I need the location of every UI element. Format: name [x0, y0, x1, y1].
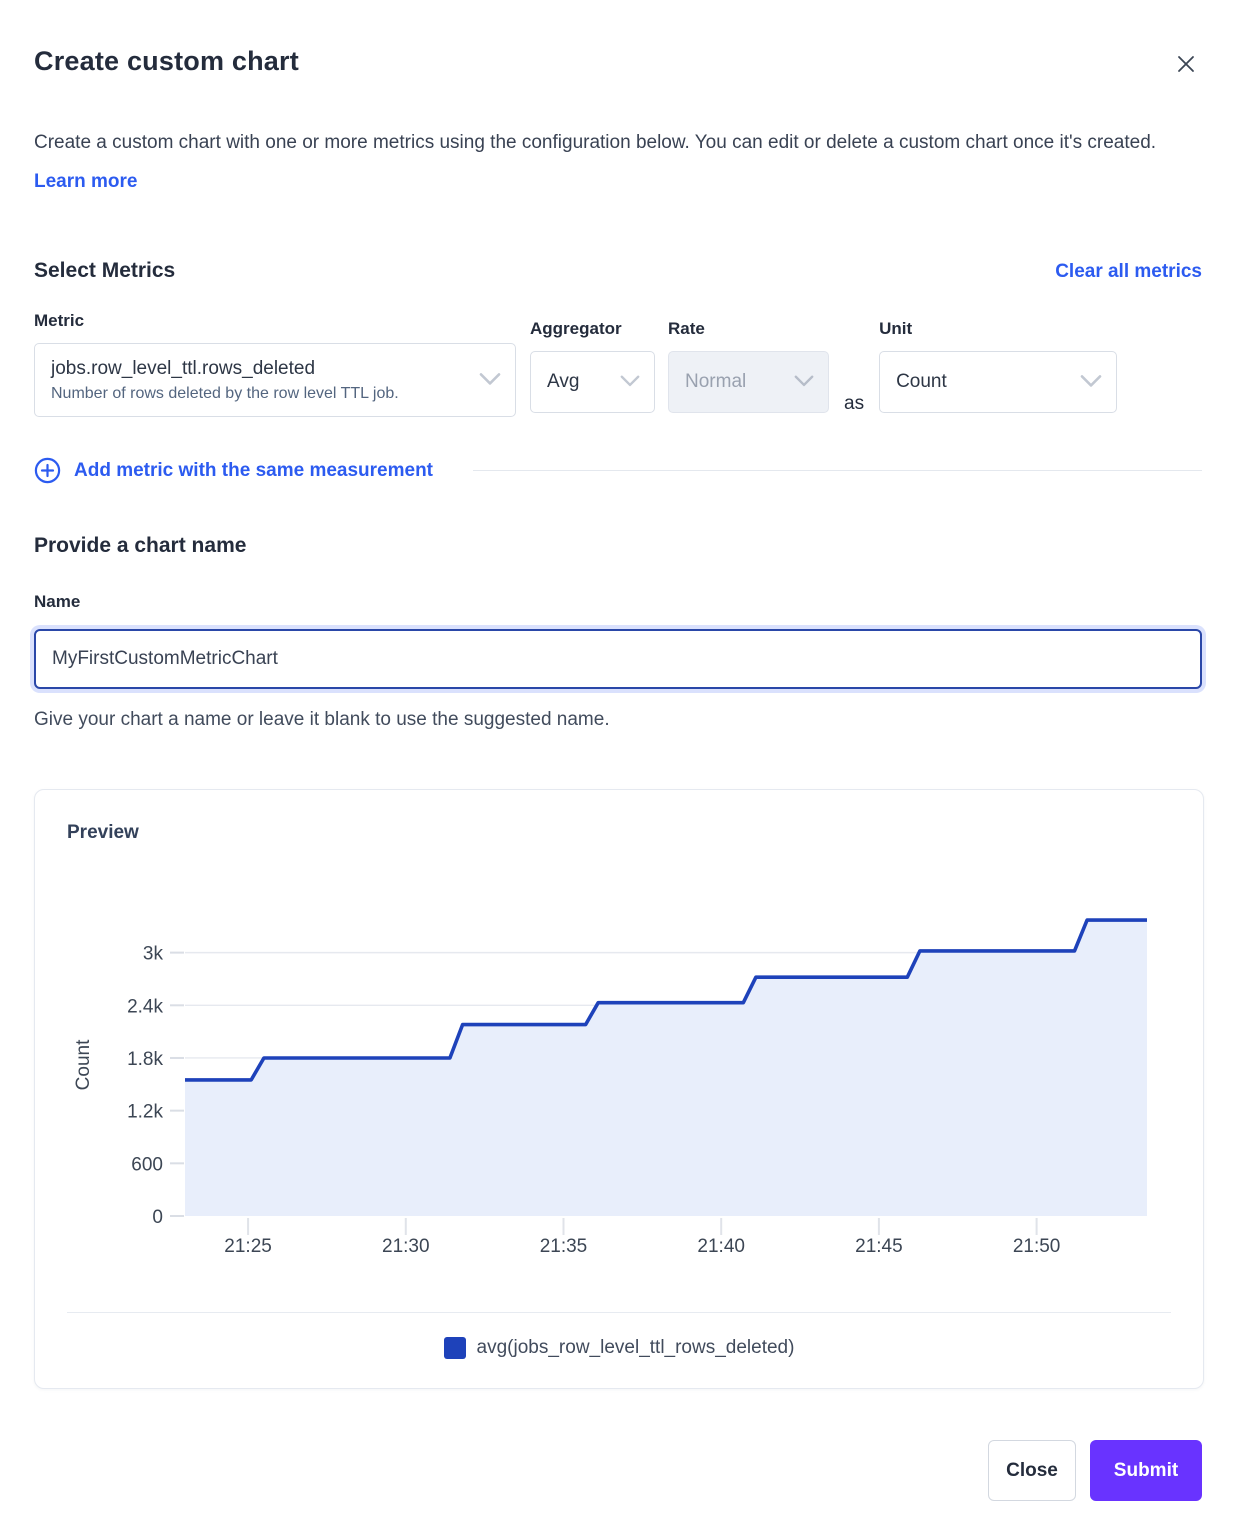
rate-select-value: Normal — [685, 371, 747, 392]
svg-text:1.8k: 1.8k — [127, 1049, 163, 1070]
svg-text:21:30: 21:30 — [382, 1236, 430, 1257]
select-metrics-heading: Select Metrics — [34, 259, 176, 282]
preview-chart: 0 600 1.2k 1.8k 2.4k 3k 21:25 21:30 21:35 21:40 21… — [67, 874, 1171, 1276]
dialog-title: Create custom chart — [34, 46, 299, 76]
chart-name-heading: Provide a chart name — [34, 534, 247, 557]
aggregator-select-value: Avg — [547, 371, 580, 392]
name-helper-text: Give your chart a name or leave it blank… — [34, 709, 610, 730]
divider — [473, 470, 1202, 471]
close-icon[interactable] — [1170, 48, 1202, 83]
add-metric-label: Add metric with the same measurement — [74, 459, 433, 481]
rate-label: Rate — [668, 319, 705, 338]
metric-label: Metric — [34, 311, 85, 330]
legend-divider — [67, 1312, 1171, 1313]
svg-text:600: 600 — [131, 1154, 163, 1175]
name-input[interactable] — [34, 629, 1202, 689]
y-axis-title: Count — [73, 1039, 94, 1090]
chevron-down-icon — [620, 375, 640, 393]
metric-select-description: Number of rows deleted by the row level … — [51, 384, 399, 402]
aggregator-label: Aggregator — [530, 319, 622, 338]
rate-select[interactable]: Normal — [668, 351, 829, 413]
chart-svg: 0 600 1.2k 1.8k 2.4k 3k 21:25 21:30 21:35 21:40 21… — [73, 918, 1147, 1257]
preview-heading: Preview — [67, 822, 139, 843]
svg-text:0: 0 — [152, 1207, 163, 1228]
svg-text:2.4k: 2.4k — [127, 996, 163, 1017]
unit-select-value: Count — [896, 371, 947, 392]
metric-select[interactable]: jobs.row_level_ttl.rows_deleted Number o… — [34, 343, 516, 417]
close-button[interactable]: Close — [988, 1440, 1076, 1501]
legend-swatch — [443, 1337, 466, 1359]
preview-card: Preview 0 600 1.2k 1.8k 2.4k 3k 21:25 21:30 21:3… — [34, 789, 1204, 1389]
svg-text:21:45: 21:45 — [855, 1236, 903, 1257]
svg-text:3k: 3k — [143, 944, 164, 965]
unit-select[interactable]: Count — [879, 351, 1118, 413]
submit-button[interactable]: Submit — [1090, 1440, 1202, 1501]
svg-text:21:25: 21:25 — [224, 1236, 272, 1257]
chevron-down-icon — [794, 375, 814, 393]
svg-text:1.2k: 1.2k — [127, 1102, 163, 1123]
chevron-down-icon — [1080, 374, 1102, 393]
unit-label: Unit — [879, 319, 913, 338]
metric-config-row: Metric jobs.row_level_ttl.rows_deleted N… — [34, 311, 1202, 417]
svg-text:21:50: 21:50 — [1013, 1236, 1061, 1257]
chevron-down-icon — [479, 372, 501, 391]
learn-more-link[interactable]: Learn more — [34, 171, 138, 192]
plus-circle-icon — [34, 457, 61, 484]
description-text: Create a custom chart with one or more m… — [34, 132, 1157, 153]
legend-label: avg(jobs_row_level_ttl_rows_deleted) — [476, 1337, 795, 1358]
svg-text:21:35: 21:35 — [540, 1236, 588, 1257]
add-metric-button[interactable]: Add metric with the same measurement — [34, 457, 433, 484]
chart-legend: avg(jobs_row_level_ttl_rows_deleted) — [67, 1313, 1171, 1383]
metric-select-value: jobs.row_level_ttl.rows_deleted — [51, 357, 316, 379]
name-label: Name — [34, 592, 81, 611]
aggregator-select[interactable]: Avg — [530, 351, 655, 413]
svg-text:21:40: 21:40 — [697, 1236, 745, 1257]
clear-all-metrics-link[interactable]: Clear all metrics — [1055, 261, 1202, 282]
as-label: as — [844, 393, 865, 414]
dialog-description: Create a custom chart with one or more m… — [34, 123, 1184, 201]
